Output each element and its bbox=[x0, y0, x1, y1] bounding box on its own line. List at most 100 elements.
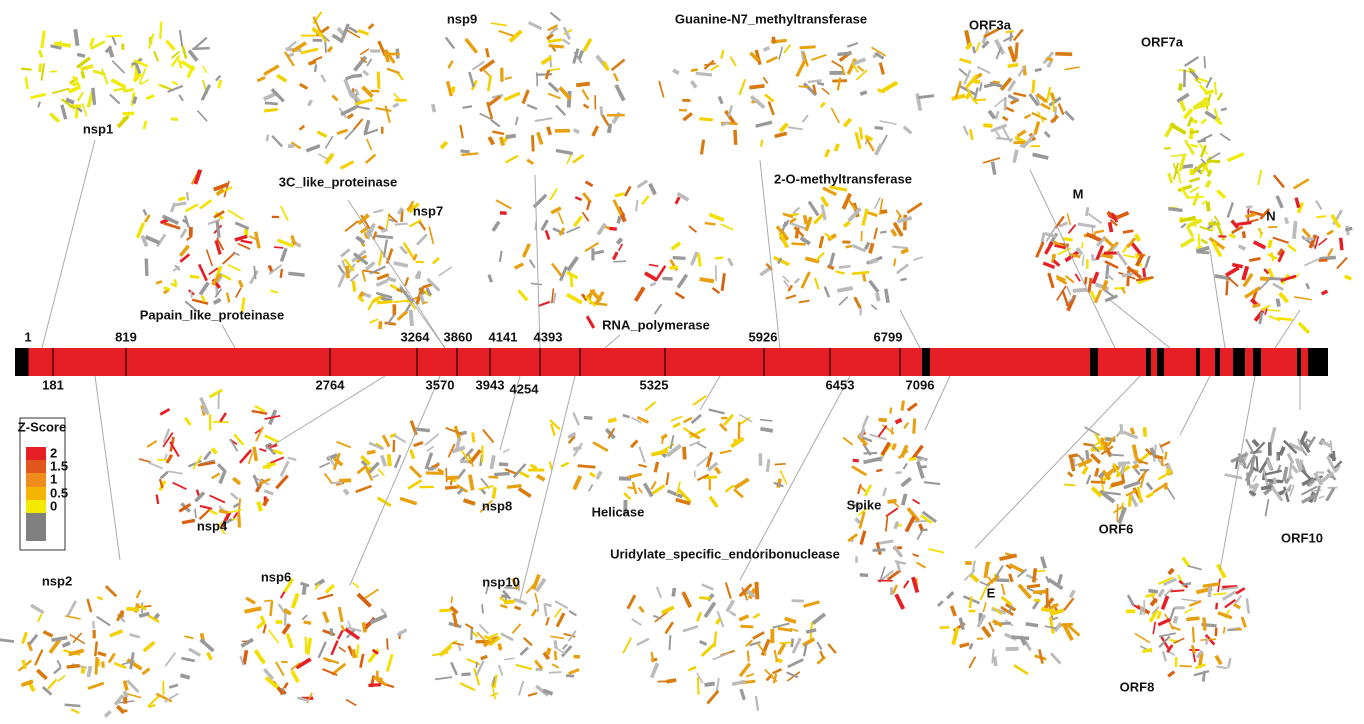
residue bbox=[270, 291, 278, 293]
residue bbox=[398, 630, 407, 635]
residue bbox=[40, 64, 41, 73]
residue bbox=[419, 221, 425, 230]
residue bbox=[360, 49, 369, 55]
residue bbox=[970, 596, 972, 608]
residue bbox=[317, 595, 333, 599]
residue bbox=[1144, 268, 1145, 277]
residue bbox=[446, 468, 447, 482]
residue bbox=[772, 623, 789, 627]
residue bbox=[970, 574, 978, 581]
residue bbox=[938, 601, 943, 606]
residue bbox=[1229, 235, 1235, 238]
residue bbox=[1065, 67, 1080, 70]
residue bbox=[1218, 564, 1225, 577]
residue bbox=[446, 428, 463, 434]
residue bbox=[637, 639, 649, 645]
residue bbox=[220, 413, 226, 422]
leader-line bbox=[95, 376, 120, 560]
protein-structure bbox=[938, 553, 1080, 674]
residue bbox=[306, 146, 320, 151]
residue bbox=[43, 632, 52, 636]
residue bbox=[574, 130, 579, 133]
residue bbox=[1193, 627, 1194, 643]
residue bbox=[1261, 305, 1270, 309]
residue bbox=[1164, 589, 1172, 596]
residue bbox=[304, 622, 311, 623]
residue bbox=[202, 85, 210, 100]
residue bbox=[1306, 283, 1309, 288]
residue bbox=[574, 476, 580, 489]
residue bbox=[1254, 242, 1266, 248]
residue bbox=[1061, 624, 1073, 625]
residue bbox=[54, 668, 61, 674]
residue bbox=[700, 279, 714, 281]
residue bbox=[175, 279, 176, 286]
residue bbox=[264, 491, 273, 494]
residue bbox=[550, 189, 557, 200]
residue bbox=[983, 602, 986, 612]
residue bbox=[792, 639, 793, 647]
residue bbox=[1203, 584, 1220, 586]
residue bbox=[552, 664, 558, 668]
residue bbox=[809, 202, 818, 216]
residue bbox=[583, 212, 589, 221]
residue bbox=[1201, 239, 1207, 243]
residue bbox=[258, 502, 261, 512]
residue bbox=[1189, 197, 1204, 198]
residue bbox=[1062, 290, 1068, 306]
residue bbox=[470, 475, 473, 491]
residue bbox=[578, 466, 596, 467]
residue bbox=[506, 156, 518, 163]
residue bbox=[48, 679, 57, 689]
residue bbox=[821, 103, 825, 108]
residue bbox=[830, 253, 833, 267]
residue bbox=[1091, 482, 1105, 483]
residue bbox=[288, 458, 296, 460]
residue bbox=[488, 477, 498, 478]
residue bbox=[697, 612, 701, 621]
residue bbox=[575, 197, 581, 200]
residue bbox=[292, 671, 298, 682]
residue bbox=[222, 275, 231, 280]
residue bbox=[667, 472, 669, 485]
residue bbox=[913, 257, 922, 260]
residue bbox=[219, 80, 221, 88]
residue bbox=[601, 106, 602, 115]
residue bbox=[1269, 240, 1271, 248]
residue bbox=[650, 283, 656, 285]
residue bbox=[1260, 228, 1261, 238]
residue bbox=[110, 631, 123, 636]
residue bbox=[178, 198, 185, 200]
residue bbox=[579, 51, 582, 59]
residue bbox=[800, 47, 816, 48]
residue bbox=[673, 258, 686, 259]
residue bbox=[977, 67, 990, 73]
residue bbox=[306, 637, 307, 653]
residue bbox=[711, 65, 719, 70]
residue bbox=[342, 260, 345, 268]
residue bbox=[574, 49, 578, 64]
residue bbox=[144, 121, 146, 130]
residue bbox=[200, 283, 208, 295]
residue bbox=[124, 691, 126, 697]
residue bbox=[669, 267, 678, 268]
residue bbox=[797, 61, 805, 76]
residue bbox=[505, 77, 512, 79]
residue bbox=[1046, 576, 1049, 582]
residue bbox=[381, 229, 387, 231]
protein-structure bbox=[1064, 424, 1175, 523]
residue bbox=[1345, 276, 1352, 279]
residue bbox=[1273, 284, 1283, 290]
residue bbox=[362, 271, 365, 282]
residue bbox=[377, 671, 378, 682]
residue bbox=[216, 76, 220, 81]
residue bbox=[1123, 231, 1134, 233]
residue bbox=[870, 434, 887, 439]
residue bbox=[1194, 671, 1209, 675]
residue bbox=[846, 246, 852, 247]
residue bbox=[357, 107, 370, 109]
residue bbox=[1013, 93, 1026, 96]
residue bbox=[425, 434, 439, 445]
residue bbox=[645, 402, 655, 411]
residue bbox=[377, 275, 389, 279]
